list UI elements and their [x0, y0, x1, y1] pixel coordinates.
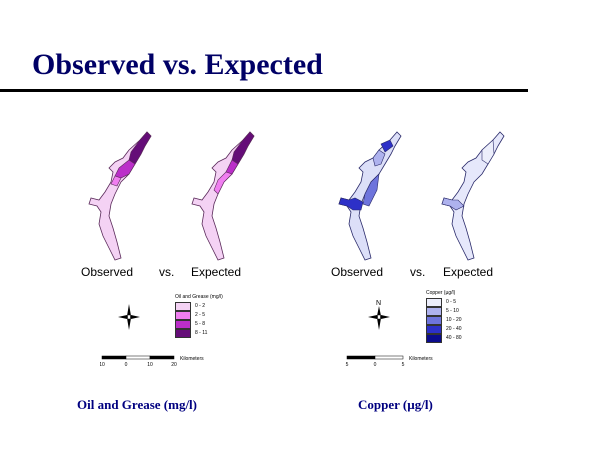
legend-label: 40 - 80 — [446, 335, 462, 341]
scale-tick-label: 5 — [346, 362, 349, 368]
legend-row: 5 - 10 — [426, 307, 459, 316]
legend-title: Copper (µg/l) — [426, 290, 456, 296]
scale-bar: 5 0 5 Kilometers — [346, 355, 433, 368]
scale-segment — [374, 355, 404, 360]
scale-segment — [149, 355, 175, 360]
region-b — [372, 149, 386, 167]
scale-segment — [101, 355, 127, 360]
legend-swatch — [175, 320, 191, 329]
legend-label: 2 - 5 — [195, 312, 206, 318]
copper-legend: Copper (µg/l) 0 - 5 5 - 10 10 - 20 20 - 40 4… — [423, 290, 513, 346]
legend-swatch — [426, 298, 442, 307]
observed-label: Observed — [331, 265, 384, 279]
legend-label: 5 - 8 — [195, 321, 206, 327]
region-d — [338, 197, 364, 211]
legend-row: 0 - 5 — [426, 298, 457, 307]
legend-swatch — [426, 325, 442, 334]
region-a — [481, 139, 495, 165]
scale-unit-label: Kilometers — [409, 356, 433, 362]
region-b — [441, 197, 465, 211]
slide-title: Observed vs. Expected — [32, 48, 323, 81]
scale-unit-label: Kilometers — [180, 356, 204, 362]
region-high — [128, 131, 152, 165]
expected-copper-map — [441, 131, 505, 261]
observed-oil-map — [88, 131, 152, 261]
scale-tick-label: 10 — [100, 362, 105, 368]
expected-oil-map — [191, 131, 255, 261]
legend-swatch — [175, 302, 191, 311]
scale-tick-label: 0 — [125, 362, 128, 368]
north-arrow-icon: N — [368, 300, 390, 330]
legend-swatch — [426, 307, 442, 316]
legend-row: 0 - 2 — [175, 302, 206, 311]
legend-label: 8 - 11 — [195, 330, 208, 336]
vs-label: vs. — [159, 265, 175, 279]
region-a — [380, 139, 394, 153]
legend-swatch — [175, 329, 191, 338]
legend-row: 5 - 8 — [175, 320, 206, 329]
observed-label: Observed — [81, 265, 134, 279]
legend-title: Oil and Grease (mg/l) — [175, 294, 223, 300]
watershed-shape — [338, 131, 402, 261]
legend-label: 20 - 40 — [446, 326, 462, 332]
legend-label: 0 - 5 — [446, 299, 457, 305]
region-low — [110, 175, 122, 187]
legend-row: 2 - 5 — [175, 311, 206, 320]
oil-legend: Oil and Grease (mg/l) 0 - 2 2 - 5 5 - 8 8 -… — [172, 294, 262, 344]
copper-caption: Copper (µg/l) — [358, 397, 433, 412]
legend-swatch — [426, 316, 442, 325]
north-arrow-icon — [118, 304, 140, 330]
scale-tick-label: 10 — [147, 362, 153, 368]
scale-tick-label: 20 — [171, 362, 177, 368]
title-underline — [0, 89, 528, 92]
legend-label: 5 - 10 — [446, 308, 459, 314]
svg-text:N: N — [376, 300, 381, 307]
legend-row: 8 - 11 — [175, 329, 208, 338]
vs-label: vs. — [410, 265, 426, 279]
observed-copper-map — [338, 131, 402, 261]
legend-row: 40 - 80 — [426, 334, 462, 343]
region-c — [362, 173, 380, 207]
scale-tick-label: 5 — [402, 362, 405, 368]
region-high — [231, 131, 255, 165]
scale-segment — [346, 355, 376, 360]
expected-label: Expected — [191, 265, 242, 279]
scale-segment — [125, 355, 151, 360]
legend-label: 0 - 2 — [195, 303, 206, 309]
expected-label: Expected — [443, 265, 494, 279]
legend-label: 10 - 20 — [446, 317, 462, 323]
legend-row: 20 - 40 — [426, 325, 462, 334]
oil-grease-map-panel — [88, 131, 255, 261]
legend-swatch — [426, 334, 442, 343]
legend-row: 10 - 20 — [426, 316, 462, 325]
oil-grease-caption: Oil and Grease (mg/l) — [77, 397, 198, 412]
legend-swatch — [175, 311, 191, 320]
watershed-shape — [441, 131, 505, 261]
copper-map-panel — [338, 131, 505, 261]
scale-tick-label: 0 — [374, 362, 377, 368]
region-low — [213, 171, 233, 195]
